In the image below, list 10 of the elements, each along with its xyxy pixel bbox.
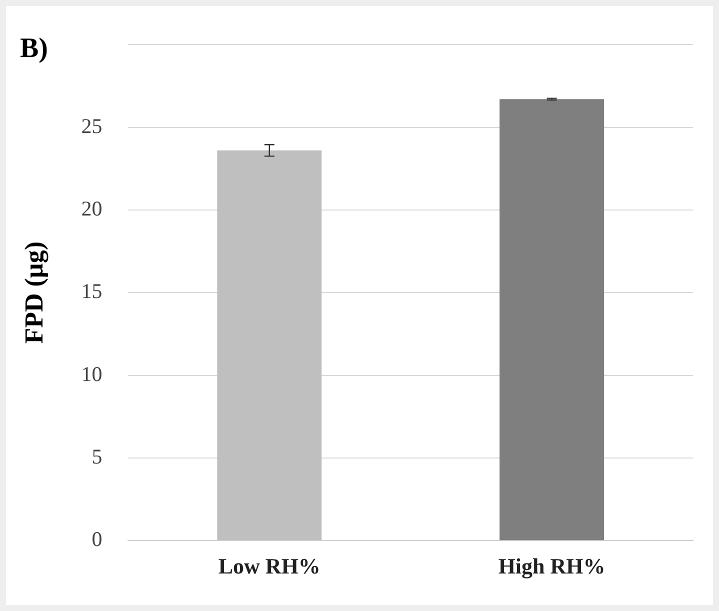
text: B) xyxy=(20,33,48,64)
y-tick-label: 10 xyxy=(81,362,102,386)
y-axis-title: FPD (µg) xyxy=(19,241,48,344)
y-tick-label: 25 xyxy=(81,114,102,138)
y-tick-label: 20 xyxy=(81,196,102,220)
x-tick-label: Low RH% xyxy=(218,553,320,578)
y-tick-label: 0 xyxy=(92,527,102,552)
y-tick-label: 15 xyxy=(81,279,102,304)
x-tick-label: High RH% xyxy=(498,553,606,578)
y-tick-label: 5 xyxy=(92,444,102,468)
